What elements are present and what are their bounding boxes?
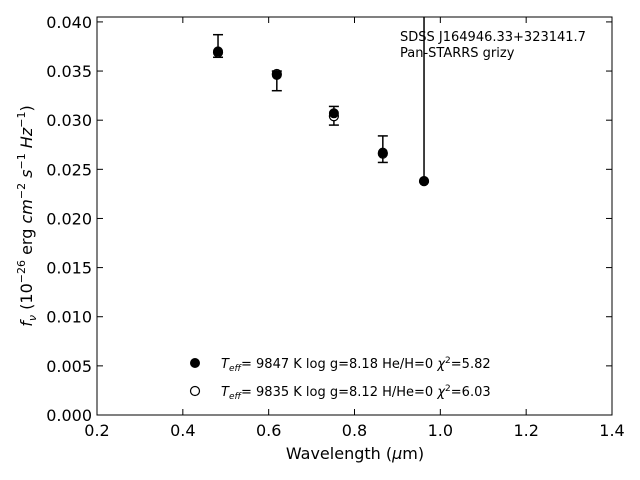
y-tick-label: 0.005 — [46, 357, 92, 376]
y-tick-label: 0.015 — [46, 259, 92, 278]
annotation-object-name: SDSS J164946.33+323141.7 — [400, 30, 586, 45]
x-tick-label: 0.6 — [256, 421, 281, 440]
filled-model-point — [377, 147, 388, 158]
y-tick-label: 0.020 — [46, 209, 92, 228]
legend-entry-2: Teff= 9835 K log g=8.12 H/He=0 χ2=6.03 — [221, 384, 491, 402]
filled-model-point — [328, 108, 339, 119]
data-points — [212, 46, 430, 187]
x-tick-label: 0.8 — [342, 421, 367, 440]
y-tick-label: 0.030 — [46, 111, 92, 130]
x-tick-label: 1.4 — [599, 421, 624, 440]
legend: Teff= 9847 K log g=8.18 He/H=0 χ2=5.82 T… — [189, 356, 491, 402]
x-tick-label: 0.4 — [170, 421, 195, 440]
x-tick-label: 1.0 — [428, 421, 453, 440]
y-tick-label: 0.025 — [46, 160, 92, 179]
legend-entry-1: Teff= 9847 K log g=8.18 He/H=0 χ2=5.82 — [221, 356, 491, 374]
y-tick-label: 0.000 — [46, 406, 92, 425]
legend-marker-filled — [190, 358, 200, 368]
legend-marker-open — [189, 385, 201, 397]
y-tick-label: 0.010 — [46, 308, 92, 327]
y-tick-label: 0.035 — [46, 62, 92, 81]
x-axis-ticks: 0.2 0.4 0.6 0.8 1.0 1.2 1.4 — [84, 17, 625, 440]
y-tick-label: 0.040 — [46, 13, 92, 32]
x-tick-label: 1.2 — [513, 421, 538, 440]
filled-model-point — [213, 46, 224, 57]
annotation-survey-name: Pan-STARRS grizy — [400, 46, 515, 61]
x-tick-label: 0.2 — [84, 421, 109, 440]
filled-model-point — [419, 176, 430, 187]
y-axis-ticks: 0.000 0.005 0.010 0.015 0.020 0.025 0.030 0.035… — [46, 13, 612, 425]
filled-model-point — [271, 69, 282, 80]
x-axis-label: Wavelength (μm) — [286, 444, 424, 463]
y-axis-label: fν (10−26 erg cm−2 s−1 Hz−1) — [15, 105, 39, 326]
